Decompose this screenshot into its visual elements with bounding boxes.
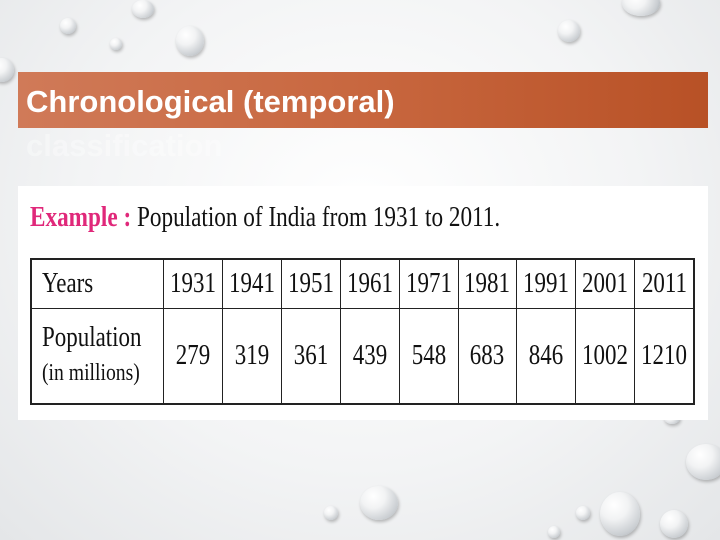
population-cell: 683 [457,308,518,405]
population-cell: 846 [516,308,577,405]
water-drop-decoration [360,486,398,520]
water-drop-decoration [576,506,590,520]
water-drop-decoration [324,506,338,520]
water-drop-decoration [176,26,204,56]
water-drop-decoration [660,510,688,538]
example-text: Population of India from 1931 to 2011. [136,201,501,233]
year-cell: 1941 [222,258,283,309]
year-cell: 1991 [516,258,577,309]
table-row-population: Population (in millions) 279 319 361 439… [30,308,695,405]
slide-title-line2: classification [26,128,223,163]
water-drop-decoration [548,526,560,538]
water-drop-decoration [0,58,14,82]
water-drop-decoration [600,492,640,536]
population-table: Years 1931 1941 1951 1961 1971 1981 1991… [30,258,695,405]
population-unit: (in millions) [42,360,140,386]
water-drop-decoration [558,20,580,42]
population-cell: 319 [222,308,283,405]
water-drop-decoration [686,444,720,480]
population-cell: 361 [281,308,341,405]
population-cell: 279 [163,308,224,405]
population-cell: 439 [339,308,400,405]
row-header-years: Years [30,258,165,309]
year-cell: 1971 [398,258,459,309]
slide-title: Chronological (temporal) classification [26,80,626,168]
year-cell: 1981 [457,258,518,309]
example-label: Example : [30,201,132,233]
example-heading: Example : Population of India from 1931 … [30,200,500,234]
population-cell: 1002 [575,308,636,405]
year-cell: 2001 [575,258,636,309]
population-cell: 548 [398,308,459,405]
slide-title-line1: Chronological (temporal) [26,84,395,119]
year-cell: 1931 [163,258,224,309]
water-drop-decoration [60,18,76,34]
row-header-population: Population (in millions) [30,308,165,405]
population-label: Population [42,322,142,353]
water-drop-decoration [622,0,660,16]
title-bar [18,72,708,128]
year-cell: 1961 [339,258,400,309]
year-cell: 2011 [634,258,695,309]
example-panel: Example : Population of India from 1931 … [18,186,708,420]
water-drop-decoration [132,0,154,18]
water-drop-decoration [110,38,122,50]
population-cell: 1210 [634,308,695,405]
year-cell: 1951 [281,258,341,309]
table-row-years: Years 1931 1941 1951 1961 1971 1981 1991… [30,258,695,309]
